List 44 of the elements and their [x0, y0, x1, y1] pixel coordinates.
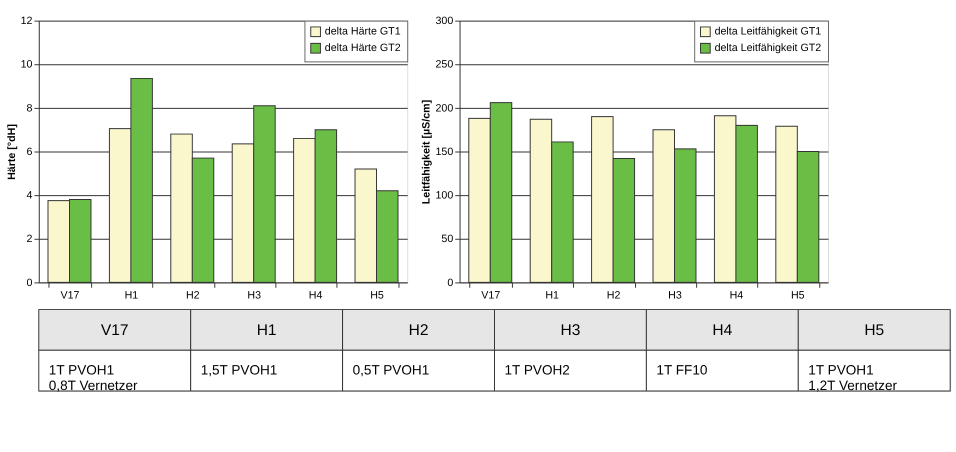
y-tick-label: 300	[435, 15, 454, 28]
x-tick-label: H5	[370, 289, 384, 302]
text: 1T PVOH1 1,2T Vernetzer	[808, 362, 898, 394]
category-label: H3	[560, 322, 580, 339]
text: 1T PVOH1 0,8T Vernetzer	[48, 362, 138, 394]
y-tick-label: 4	[26, 190, 33, 202]
y-tick-label: 2	[26, 233, 33, 246]
y-tick-label: 6	[26, 146, 33, 158]
category-label: H5	[864, 322, 884, 339]
y-tick-label: 12	[20, 15, 33, 28]
y-axis-title: Leitfähigkeit [µS/cm]	[420, 100, 433, 204]
category-label: H4	[712, 322, 733, 339]
y-tick-label: 150	[435, 146, 454, 158]
x-tick-label: H3	[247, 289, 262, 302]
text: 1T PVOH2	[504, 362, 570, 378]
text: 1T FF10	[656, 362, 708, 378]
legend-label: delta Leitfähigkeit GT2	[714, 42, 822, 54]
y-tick-label: 0	[447, 276, 454, 289]
x-tick-label: H4	[308, 289, 322, 302]
y-tick-label: 10	[20, 58, 33, 71]
y-axis-title: Härte [°dH]	[6, 124, 18, 180]
legend-label: delta Härte GT2	[324, 42, 401, 54]
y-tick-label: 200	[435, 102, 454, 114]
y-tick-label: 0	[26, 276, 33, 289]
category-label: H1	[256, 322, 277, 339]
x-tick-label: V17	[60, 289, 80, 302]
text: 0,5T PVOH1	[352, 362, 430, 378]
x-tick-label: H2	[606, 289, 620, 302]
x-tick-label: H3	[668, 289, 682, 302]
x-tick-label: H4	[730, 289, 744, 302]
legend-label: delta Leitfähigkeit GT1	[714, 26, 822, 38]
x-tick-label: H1	[124, 289, 138, 302]
x-tick-label: V17	[481, 289, 500, 302]
category-label: V17	[100, 322, 129, 339]
y-tick-label: 8	[26, 102, 33, 114]
y-tick-label: 250	[435, 58, 454, 71]
legend-label: delta Härte GT1	[324, 26, 401, 38]
text: 1,5T PVOH1	[200, 362, 278, 378]
x-tick-label: H1	[545, 289, 560, 302]
y-tick-label: 100	[435, 190, 454, 202]
y-tick-label: 50	[441, 233, 454, 246]
x-tick-label: H5	[790, 289, 805, 302]
x-tick-label: H2	[186, 289, 200, 302]
category-label: H2	[408, 322, 428, 339]
